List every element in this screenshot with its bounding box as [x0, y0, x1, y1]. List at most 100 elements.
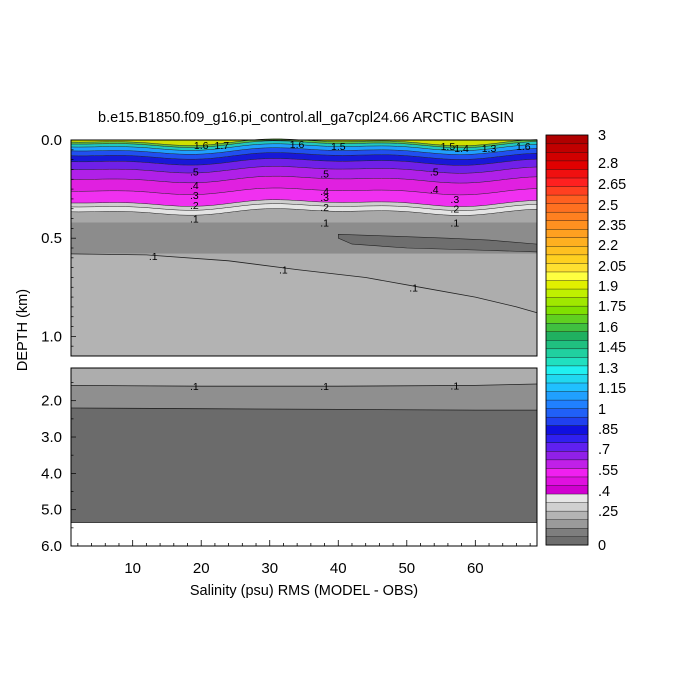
chart-title: b.e15.B1850.f09_g16.pi_control.all_ga7cp… [98, 110, 514, 126]
contour-line [70, 152, 538, 160]
contour-label: .1 [279, 265, 288, 277]
colorbar-swatch [545, 134, 589, 145]
colorbar-swatch [545, 442, 589, 452]
colorbar-swatch [545, 365, 589, 375]
contour-label: .2 [190, 200, 199, 212]
upper-band [71, 152, 537, 166]
colorbar-swatch [545, 331, 589, 341]
colorbar-swatch [545, 297, 589, 307]
colorbar-swatch [545, 416, 589, 426]
contour-label: .4 [320, 186, 329, 198]
colorbar-swatch [545, 433, 589, 443]
lower-contour-fill [71, 368, 537, 546]
contour-line [71, 140, 538, 148]
x-tick-label: 60 [467, 560, 484, 577]
colorbar-swatch [545, 322, 589, 332]
upper-panel: 1.6 1.7 1.6 1.5 1.5 1.4 1.3 1.6.5.5.5.4.4.4.3.3… [70, 138, 538, 357]
contour-label: .2 [450, 204, 459, 216]
colorbar-label: 2.65 [598, 177, 626, 193]
x-tick-label: 20 [193, 560, 210, 577]
colorbar-swatch [545, 168, 589, 179]
colorbar-label: 2.2 [598, 238, 618, 254]
y-tick-label: 4.0 [41, 465, 62, 482]
lower-panel-frame [70, 367, 538, 547]
colorbar-swatch [545, 425, 589, 435]
colorbar-swatch [545, 177, 589, 187]
y-tick-label: 0.0 [41, 132, 62, 149]
contour-line [70, 147, 538, 155]
y-axis-upper: 0.0 0.5 1.0 [41, 132, 76, 357]
upper-band [71, 188, 537, 207]
colorbar-swatch [545, 288, 589, 298]
contour-label: .5 [320, 168, 329, 180]
contour-label: 1.4 [454, 143, 469, 155]
contour-label: 1.6 [290, 139, 305, 151]
x-tick-label: 30 [261, 560, 278, 577]
lower-contour-labels: .1 .1 .1 [190, 380, 459, 393]
colorbar-swatch [545, 305, 589, 315]
colorbar-label: 1.15 [598, 381, 626, 397]
colorbar-swatch [545, 373, 589, 384]
upper-band [71, 176, 537, 195]
contour-label: .3 [320, 192, 329, 204]
colorbar-swatch [545, 262, 589, 273]
colorbar-label: .55 [598, 463, 618, 479]
x-tick-label: 10 [124, 560, 141, 577]
y-axis-label: DEPTH (km) [15, 289, 31, 371]
colorbar-swatch [545, 151, 589, 162]
lower-mid-region [71, 384, 537, 411]
colorbar-label: 1.45 [598, 340, 626, 356]
x-axis: 10 20 30 40 50 60 [77, 540, 531, 577]
colorbar-swatch [545, 339, 589, 350]
contour-label: .3 [190, 190, 199, 202]
colorbar-swatch [545, 203, 589, 213]
contour-label: 1.3 [482, 143, 497, 155]
lower-panel: .1 .1 .1 [70, 367, 538, 547]
contour-label: 1.5 [441, 141, 456, 153]
contour-line [70, 203, 538, 211]
contour-label: .1 [149, 251, 158, 263]
colorbar-swatch [545, 476, 589, 486]
colorbar-swatch [545, 459, 589, 469]
contour-label: .1 [320, 381, 329, 393]
contour-label: .1 [409, 282, 418, 294]
colorbar-label: 2.35 [598, 218, 626, 234]
colorbar-swatch [545, 502, 589, 512]
colorbar-label: 1.3 [598, 361, 618, 377]
colorbar-label: 1 [598, 402, 606, 418]
colorbar-swatch [545, 510, 589, 520]
upper-contour-labels: 1.6 1.7 1.6 1.5 1.5 1.4 1.3 1.6.5.5.5.4.4.4.3.3… [149, 139, 531, 294]
contour-label: .5 [430, 166, 439, 178]
colorbar-swatch [545, 271, 589, 281]
contour-line [71, 199, 538, 207]
contour-line [70, 175, 538, 184]
colorbar-swatch [545, 467, 589, 478]
lower-light-region [71, 368, 537, 387]
colorbar-swatch [545, 382, 589, 392]
contour-label: .1 [320, 218, 329, 230]
contour-label: .1 [450, 380, 459, 392]
contour-line [70, 407, 537, 411]
colorbar-swatch [545, 211, 589, 221]
colorbar-label: 2.05 [598, 259, 626, 275]
colorbar-swatch [545, 186, 589, 196]
colorbar-swatch [545, 254, 589, 264]
upper-contour-lines [70, 138, 538, 314]
colorbar-label: 0 [598, 538, 606, 554]
upper-band [71, 158, 537, 174]
y-tick-label: 3.0 [41, 429, 62, 446]
colorbar-swatch [545, 527, 589, 537]
colorbar-label: .25 [598, 504, 618, 520]
light-region [71, 253, 537, 356]
contour-line [70, 166, 538, 174]
y-tick-label: 5.0 [41, 502, 62, 519]
colorbar-swatch [545, 245, 589, 256]
colorbar-swatch [545, 220, 589, 230]
y-tick-label: 0.5 [41, 230, 62, 247]
contour-label: .1 [190, 381, 199, 393]
contour-label: .1 [190, 214, 199, 226]
colorbar-label: 2.5 [598, 198, 618, 214]
x-tick-label: 50 [398, 560, 415, 577]
contour-label: 1.6 [516, 141, 531, 153]
